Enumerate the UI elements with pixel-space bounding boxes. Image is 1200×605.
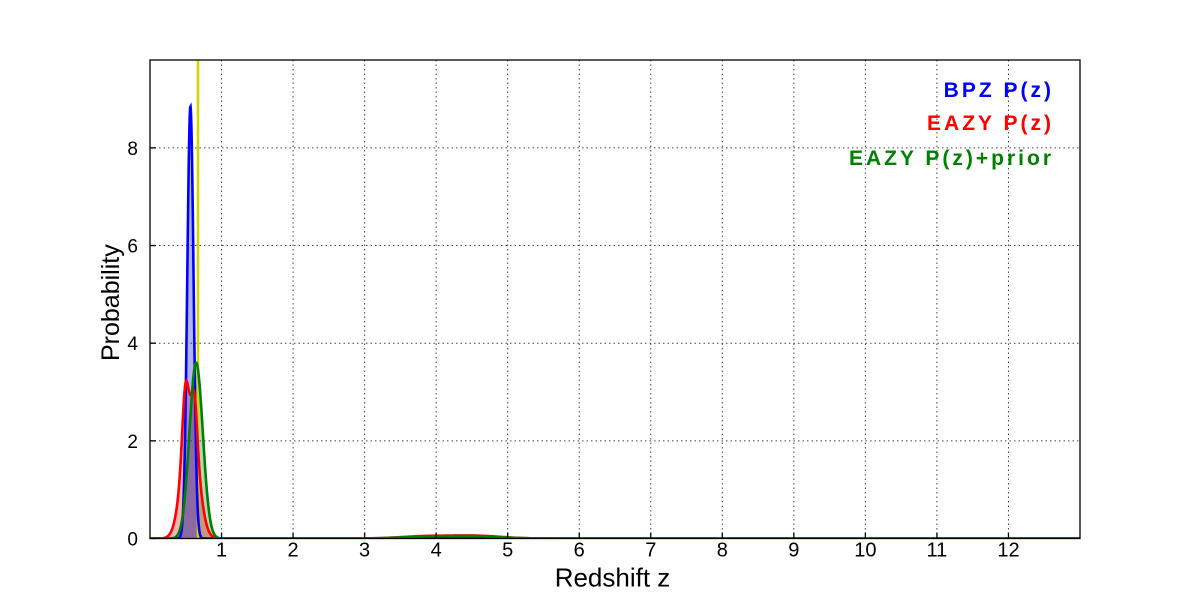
svg-text:11: 11 xyxy=(927,539,948,561)
svg-text:3: 3 xyxy=(359,539,370,561)
svg-text:8: 8 xyxy=(717,539,728,561)
svg-text:8: 8 xyxy=(127,139,138,160)
svg-text:2: 2 xyxy=(127,432,138,453)
svg-text:5: 5 xyxy=(502,539,513,561)
svg-text:2: 2 xyxy=(288,539,299,561)
svg-text:12: 12 xyxy=(997,539,1019,561)
svg-text:10: 10 xyxy=(854,539,876,561)
svg-text:1: 1 xyxy=(216,539,227,561)
svg-text:6: 6 xyxy=(574,539,585,561)
svg-text:0: 0 xyxy=(127,530,138,551)
svg-text:6: 6 xyxy=(127,237,138,258)
svg-text:9: 9 xyxy=(788,539,799,561)
svg-text:7: 7 xyxy=(645,539,656,561)
svg-text:4: 4 xyxy=(431,539,442,561)
svg-text:4: 4 xyxy=(127,334,138,355)
